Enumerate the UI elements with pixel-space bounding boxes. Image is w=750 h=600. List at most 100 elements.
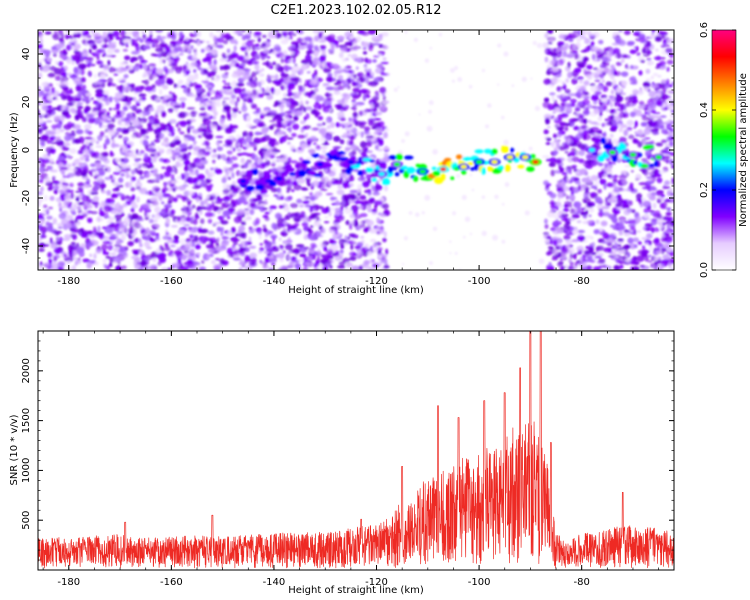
spectrogram-noise-cell [376,226,381,230]
spectrogram-noise-cell [334,212,341,216]
spectrogram-noise-cell [185,238,192,243]
spectrogram-noise-cell [46,94,53,101]
spectrogram-noise-cell [364,77,370,84]
spectrogram-noise-cell [111,139,116,143]
spectrogram-noise-cell [570,147,577,152]
spectrogram-noise-cell [104,164,109,168]
spectrogram-noise-cell [195,197,200,203]
spectrogram-noise-cell [231,52,239,59]
spectrogram-noise-cell [201,259,205,264]
spectrogram-noise-cell [131,233,136,238]
spectrogram-noise-cell [542,42,550,49]
spectrogram-noise-cell [174,30,178,35]
spectrogram-noise-cell [350,204,359,212]
spectrogram-noise-cell [176,157,183,161]
spectrogram-noise-cell [665,211,672,217]
spectrogram-noise-cell [292,149,297,153]
spectrogram-noise-cell [124,55,131,61]
spectrogram-noise-cell [308,59,313,66]
spectrogram-noise-cell [643,107,649,111]
spectrogram-noise-cell [583,193,589,199]
spectrogram-noise-cell [258,81,262,88]
spectrogram-heatmap [38,30,674,270]
spectrogram-noise-cell [356,83,363,89]
spectrogram-noise-cell [226,85,233,90]
spectrogram-noise-cell [648,254,652,258]
spectrogram-noise-cell [45,146,53,154]
spectrogram-noise-cell [202,68,209,74]
spectrogram-noise-cell [346,95,351,99]
spectrogram-noise-cell [170,179,179,184]
spectrogram-noise-cell [144,236,150,241]
spectrogram-noise-cell [632,138,638,144]
spectrogram-noise-cell [180,85,188,89]
spectrogram-noise-cell [273,104,278,107]
spectrogram-noise-cell [564,150,569,154]
spectrogram-noise-cell [219,258,225,265]
spectrogram-noise-cell [323,68,332,73]
spectrogram-noise-cell [656,177,663,184]
spectrogram-noise-cell [372,42,381,46]
spectrogram-noise-cell [350,244,354,250]
spectrogram-noise-cell [563,234,571,241]
spectrogram-noise-cell [612,177,618,184]
spectrogram-noise-cell [75,129,84,135]
spectrogram-noise-cell [326,124,331,130]
spectrogram-noise-cell [258,93,264,98]
spectrogram-noise-cell [278,99,287,103]
spectrogram-noise-cell [363,126,371,132]
spectrogram-noise-cell [162,59,166,64]
spectrogram-noise-cell [573,111,578,115]
spectrogram-noise-cell [38,44,43,50]
spectrogram-noise-cell [339,139,345,145]
spectrogram-noise-cell [280,223,285,227]
spectrogram-noise-cell [215,141,221,145]
spectrogram-noise-cell [130,186,136,192]
spectrogram-noise-cell [271,167,278,174]
spectrogram-noise-cell [230,199,236,205]
spectrogram-noise-cell [167,121,171,127]
spectrogram-noise-cell [79,68,85,76]
spectrogram-noise-cell [362,46,367,50]
spectrogram-noise-cell [560,180,566,188]
spectrogram-noise-cell [317,264,325,268]
spectrogram-noise-cell [318,60,322,68]
spectrogram-noise-cell [651,30,656,33]
spectrogram-noise-cell [306,178,311,185]
spectrogram-noise-cell [276,125,282,129]
spectrogram-noise-cell [345,57,350,61]
spectrogram-noise-cell [557,145,567,151]
spectrogram-noise-cell [287,156,292,163]
spectrogram-noise-cell [291,189,295,192]
spectrogram-noise-cell [276,187,282,194]
spectrogram-noise-cell [75,32,82,38]
spectrogram-noise-cell [224,127,233,134]
spectrogram-noise-cell [95,140,100,145]
spectrogram-noise-cell [125,42,129,48]
spectrogram-noise-cell [100,190,107,194]
spectrogram-noise-cell [267,31,276,39]
spectrogram-noise-cell [655,66,661,69]
spectrogram-noise-cell [71,76,77,79]
spectrogram-noise-cell [106,47,115,55]
spectrogram-noise-cell [561,54,568,58]
spectrogram-noise-cell [314,87,319,93]
spectrogram-noise-cell [87,62,91,68]
spectrogram-noise-cell [209,167,215,171]
spectrogram-noise-cell [353,214,362,220]
spectrogram-noise-cell [628,219,637,224]
spectrogram-noise-cell [362,51,368,55]
spectrogram-noise-cell [556,139,561,143]
spectrogram-noise-cell [568,151,576,157]
spectrogram-noise-cell [217,169,223,173]
spectrogram-noise-cell [216,226,222,232]
spectrogram-noise-cell [205,254,210,259]
spectrogram-noise-cell [334,70,343,74]
spectrogram-noise-cell [113,73,119,77]
spectrogram-noise-cell [291,65,300,72]
spectrogram-noise-cell [367,192,372,196]
spectrogram-noise-cell [51,266,58,270]
spectrogram-noise-cell [357,176,366,182]
spectrogram-noise-cell [167,195,175,203]
spectrogram-noise-cell [302,106,307,113]
